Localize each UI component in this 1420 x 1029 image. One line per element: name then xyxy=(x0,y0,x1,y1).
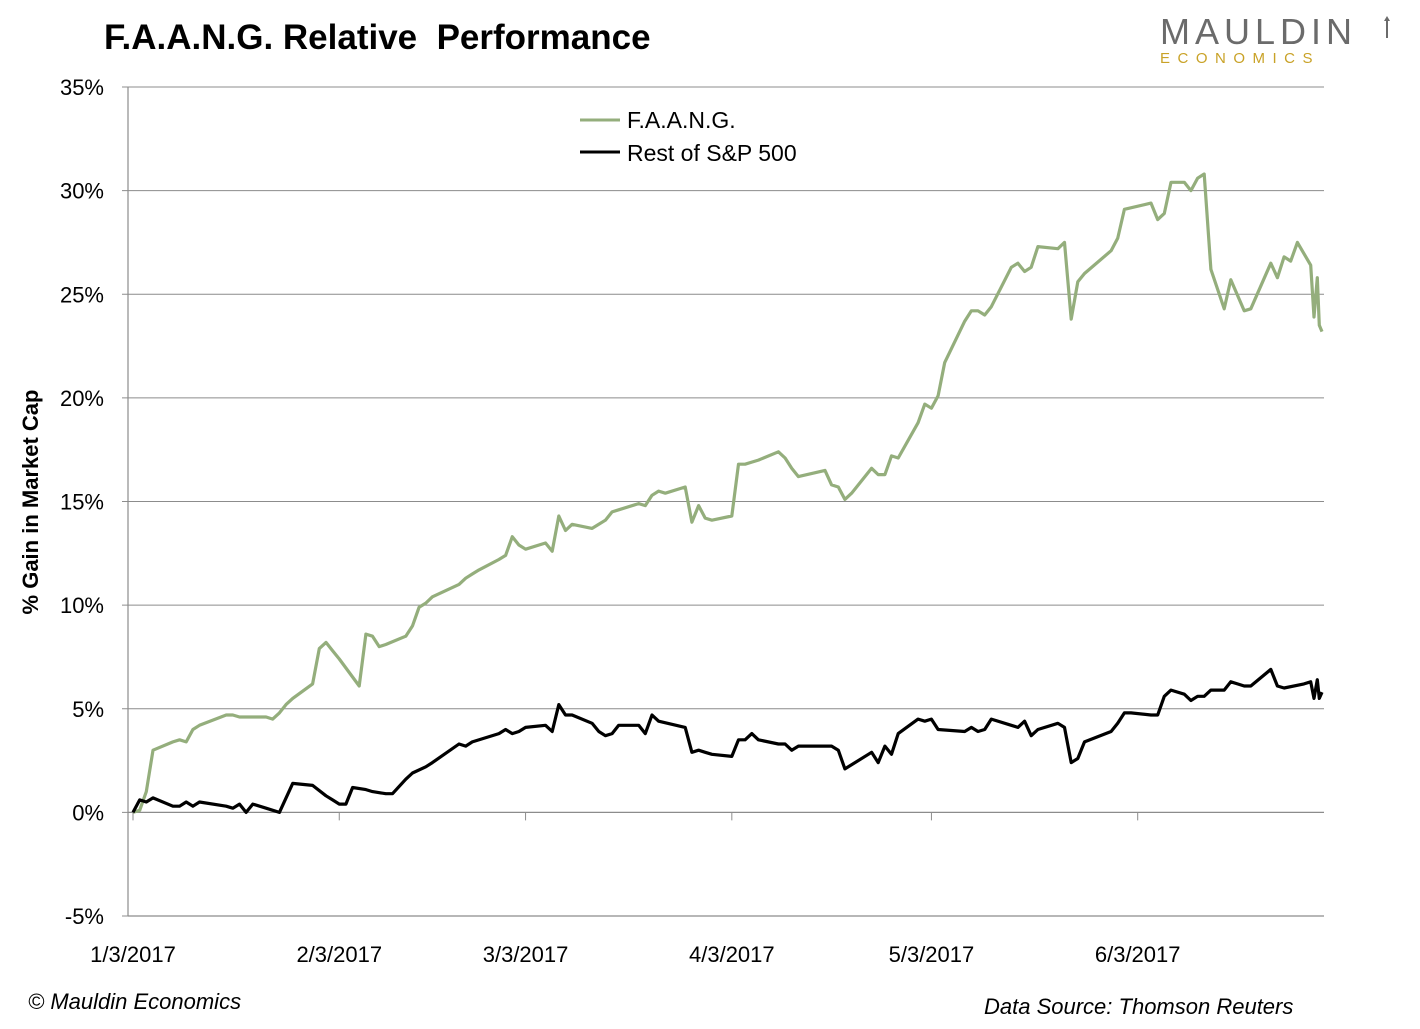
y-tick-label: 25% xyxy=(60,282,104,307)
x-axis-ticks: 1/3/2017 2/3/2017 3/3/2017 4/3/2017 5/3/2017… xyxy=(90,812,1181,967)
logo-wordmark: MAULDIN xyxy=(1160,11,1358,52)
legend-label-faang: F.A.A.N.G. xyxy=(627,107,736,133)
logo-arrow-icon xyxy=(1384,16,1390,38)
chart-title: F.A.A.N.G. Relative Performance xyxy=(104,18,651,57)
logo-subtitle: ECONOMICS xyxy=(1160,50,1321,67)
x-tick-label: 5/3/2017 xyxy=(889,942,975,967)
series-line-rest xyxy=(131,667,1324,814)
series-line-faang xyxy=(132,172,1324,814)
y-tick-label: -5% xyxy=(65,904,104,929)
y-axis-ticks: -5% 0% 5% 10% 15% 20% 25% 30% 35% xyxy=(60,75,128,929)
x-tick-label: 6/3/2017 xyxy=(1095,942,1181,967)
x-tick-label: 3/3/2017 xyxy=(483,942,569,967)
y-tick-label: 20% xyxy=(60,386,104,411)
legend: F.A.A.N.G. Rest of S&P 500 xyxy=(580,107,797,166)
y-tick-label: 30% xyxy=(60,179,104,204)
y-tick-label: 5% xyxy=(72,697,104,722)
legend-label-rest: Rest of S&P 500 xyxy=(627,140,797,166)
x-tick-label: 2/3/2017 xyxy=(296,942,382,967)
y-tick-label: 35% xyxy=(60,75,104,100)
copyright-note: © Mauldin Economics xyxy=(28,989,242,1014)
data-source-note: Data Source: Thomson Reuters xyxy=(984,994,1294,1019)
series-lines xyxy=(131,172,1324,814)
y-axis-title: % Gain in Market Cap xyxy=(18,390,43,615)
y-tick-label: 10% xyxy=(60,593,104,618)
y-tick-label: 0% xyxy=(72,800,104,825)
x-tick-label: 4/3/2017 xyxy=(689,942,775,967)
company-logo: MAULDIN ECONOMICS xyxy=(1160,14,1400,67)
y-tick-label: 15% xyxy=(60,490,104,515)
gridlines xyxy=(128,86,1324,710)
x-tick-label: 1/3/2017 xyxy=(90,942,176,967)
